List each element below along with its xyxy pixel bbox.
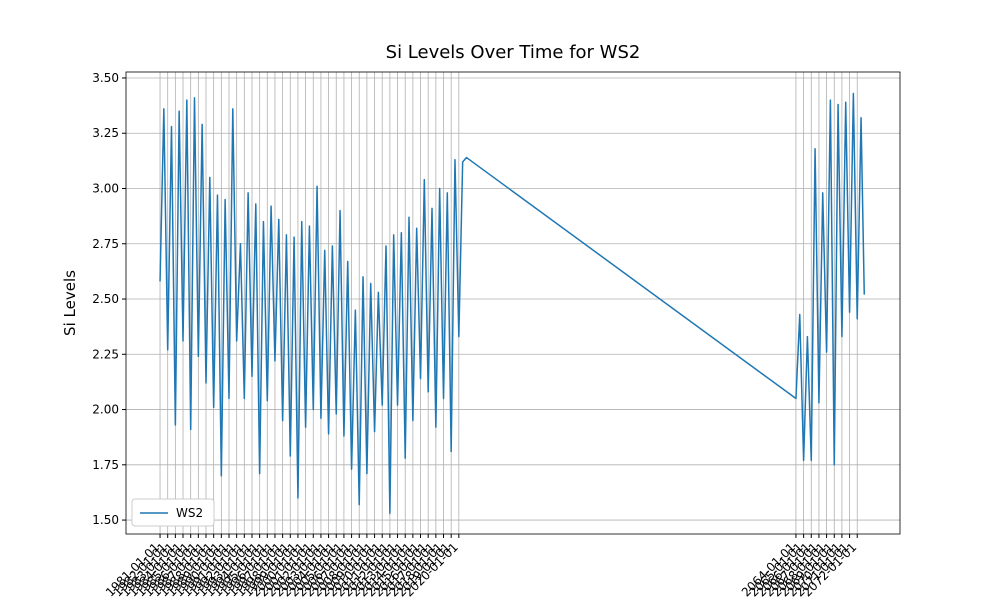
- plot-frame: [125, 71, 901, 535]
- legend-box: [131, 498, 215, 527]
- y-tick-label: 2.50: [92, 292, 119, 306]
- y-tick-label: 1.75: [92, 458, 119, 472]
- chart-title: Si Levels Over Time for WS2: [386, 42, 641, 63]
- y-tick-label: 2.25: [92, 347, 119, 361]
- legend-label: WS2: [176, 506, 203, 520]
- y-tick-label: 1.50: [92, 513, 119, 527]
- y-tick-label: 2.75: [92, 237, 119, 251]
- data-line: [159, 92, 866, 515]
- y-tick-label: 3.50: [92, 71, 119, 85]
- y-tick-label: 2.00: [92, 403, 119, 417]
- y-tick-label: 3.25: [92, 126, 119, 140]
- y-axis-label: Si Levels: [61, 270, 79, 336]
- y-tick-label: 3.00: [92, 181, 119, 195]
